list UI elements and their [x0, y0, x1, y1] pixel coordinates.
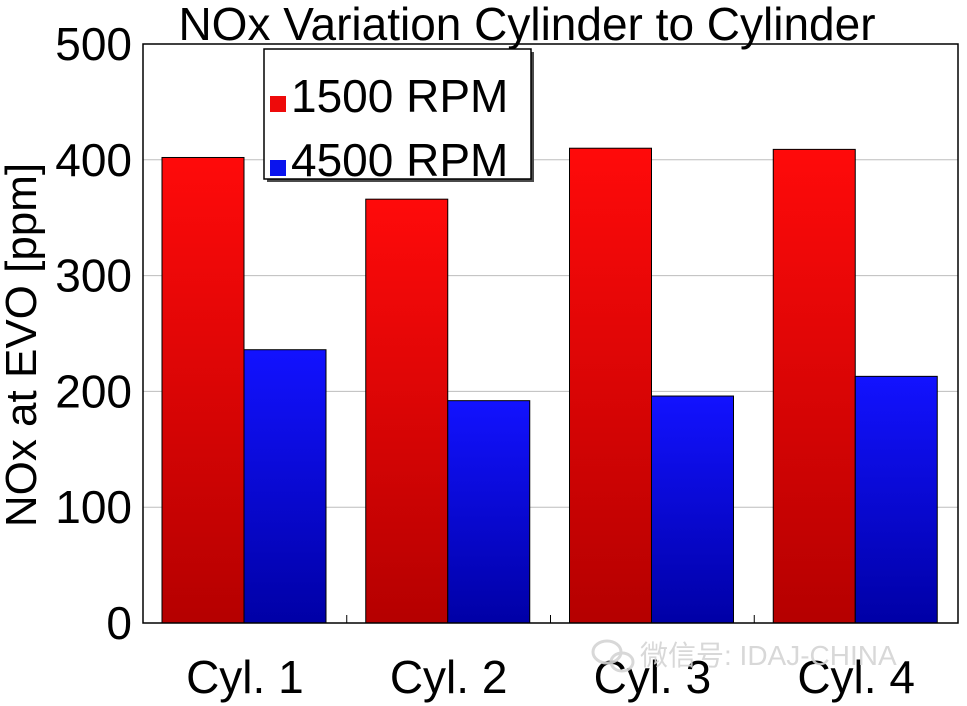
x-tick-labels: Cyl. 1 Cyl. 2 Cyl. 3 Cyl. 4	[186, 651, 915, 703]
wechat-icon	[591, 639, 635, 673]
bar-1500-cyl3	[569, 147, 652, 624]
legend-label-4500: 4500 RPM	[291, 134, 508, 186]
legend: 1500 RPM 4500 RPM	[263, 48, 534, 186]
bar-4500-cyl3	[651, 395, 734, 624]
bar-4500-cyl4	[854, 375, 938, 624]
y-tick-label: 200	[55, 365, 132, 417]
chart-title: NOx Variation Cylinder to Cylinder	[178, 0, 875, 50]
x-tick-label-cyl1: Cyl. 1	[186, 651, 304, 703]
legend-swatch-4500	[270, 160, 286, 176]
watermark: 微信号: IDAJ-CHINA	[591, 639, 897, 673]
plot-frame	[142, 43, 959, 624]
y-tick-label: 500	[55, 18, 132, 70]
x-tick-label-cyl4: Cyl. 4	[797, 651, 915, 703]
x-tick-label-cyl2: Cyl. 2	[390, 651, 508, 703]
bar-1500-cyl2	[365, 198, 449, 624]
y-tick-label: 300	[55, 250, 132, 302]
bar-4500-cyl2	[447, 400, 531, 624]
y-tick-label: 400	[55, 134, 132, 186]
watermark-text: 微信号: IDAJ-CHINA	[640, 640, 897, 671]
bars	[161, 147, 938, 624]
y-axis-label: NOx at EVO [ppm]	[0, 163, 46, 527]
bar-4500-cyl1	[243, 349, 327, 624]
y-tick-label: 100	[55, 481, 132, 533]
y-tick-labels: 0 100 200 300 400 500	[55, 18, 132, 649]
legend-label-1500: 1500 RPM	[291, 70, 508, 122]
legend-box	[263, 48, 532, 180]
bar-1500-cyl4	[772, 148, 856, 624]
bar-1500-cyl1	[161, 156, 245, 624]
x-tick-label-cyl3: Cyl. 3	[594, 651, 712, 703]
y-tick-label: 0	[106, 597, 132, 649]
legend-swatch-1500	[270, 96, 286, 112]
